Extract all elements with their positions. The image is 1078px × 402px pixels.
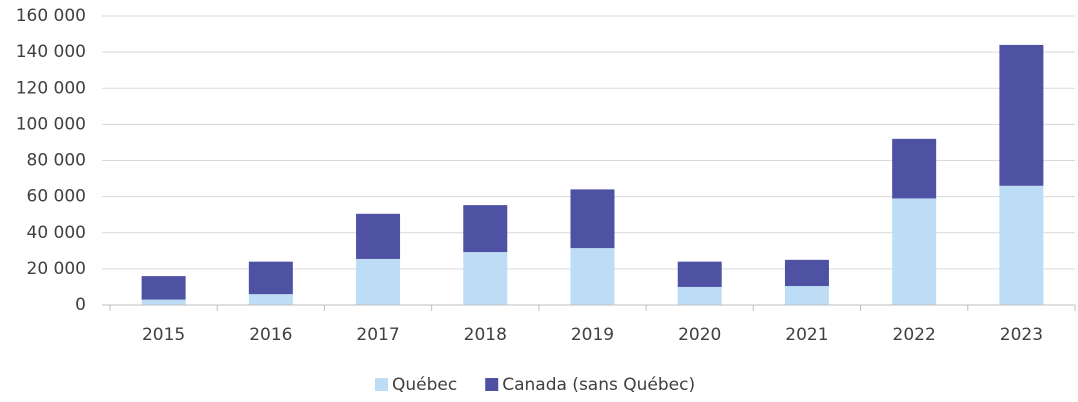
x-tick-label: 2017 [356, 325, 399, 345]
bar-segment [248, 294, 293, 305]
y-tick-label: 40 000 [27, 223, 86, 243]
y-tick-label: 160 000 [16, 6, 86, 26]
y-tick-label: 0 [75, 295, 86, 315]
bar-segment [784, 286, 829, 305]
x-tick-label: 2020 [678, 325, 721, 345]
y-tick-label: 20 000 [27, 259, 86, 279]
bar-segment [677, 261, 722, 287]
bar-segment [999, 44, 1044, 186]
bar-segment [141, 299, 186, 305]
bar-segment [570, 189, 615, 249]
y-tick-label: 120 000 [16, 78, 86, 98]
bar-segment [141, 276, 186, 300]
bar-segment [892, 138, 937, 199]
bar-segment [463, 252, 508, 305]
bar-segment [356, 213, 401, 259]
x-tick-label: 2016 [249, 325, 292, 345]
bar-segment [463, 205, 508, 253]
legend-swatch [485, 378, 499, 391]
bar-segment [999, 185, 1044, 305]
x-tick-label: 2018 [464, 325, 507, 345]
legend-swatch [375, 378, 388, 391]
bar-segment [248, 261, 293, 295]
legend-label: Québec [392, 375, 457, 395]
legend-label: Canada (sans Québec) [502, 375, 695, 395]
x-tick-label: 2021 [785, 325, 828, 345]
y-tick-label: 140 000 [16, 42, 86, 62]
x-tick-label: 2023 [1000, 325, 1043, 345]
x-tick-label: 2015 [142, 325, 185, 345]
bar-segment [677, 286, 722, 305]
y-tick-label: 100 000 [16, 114, 86, 134]
y-tick-label: 60 000 [27, 187, 86, 207]
y-tick-label: 80 000 [27, 151, 86, 171]
bar-segment [570, 248, 615, 305]
x-tick-label: 2019 [571, 325, 614, 345]
x-tick-label: 2022 [893, 325, 936, 345]
bar-segment [892, 198, 937, 305]
bar-segment [356, 258, 401, 305]
bar-segment [784, 259, 829, 287]
